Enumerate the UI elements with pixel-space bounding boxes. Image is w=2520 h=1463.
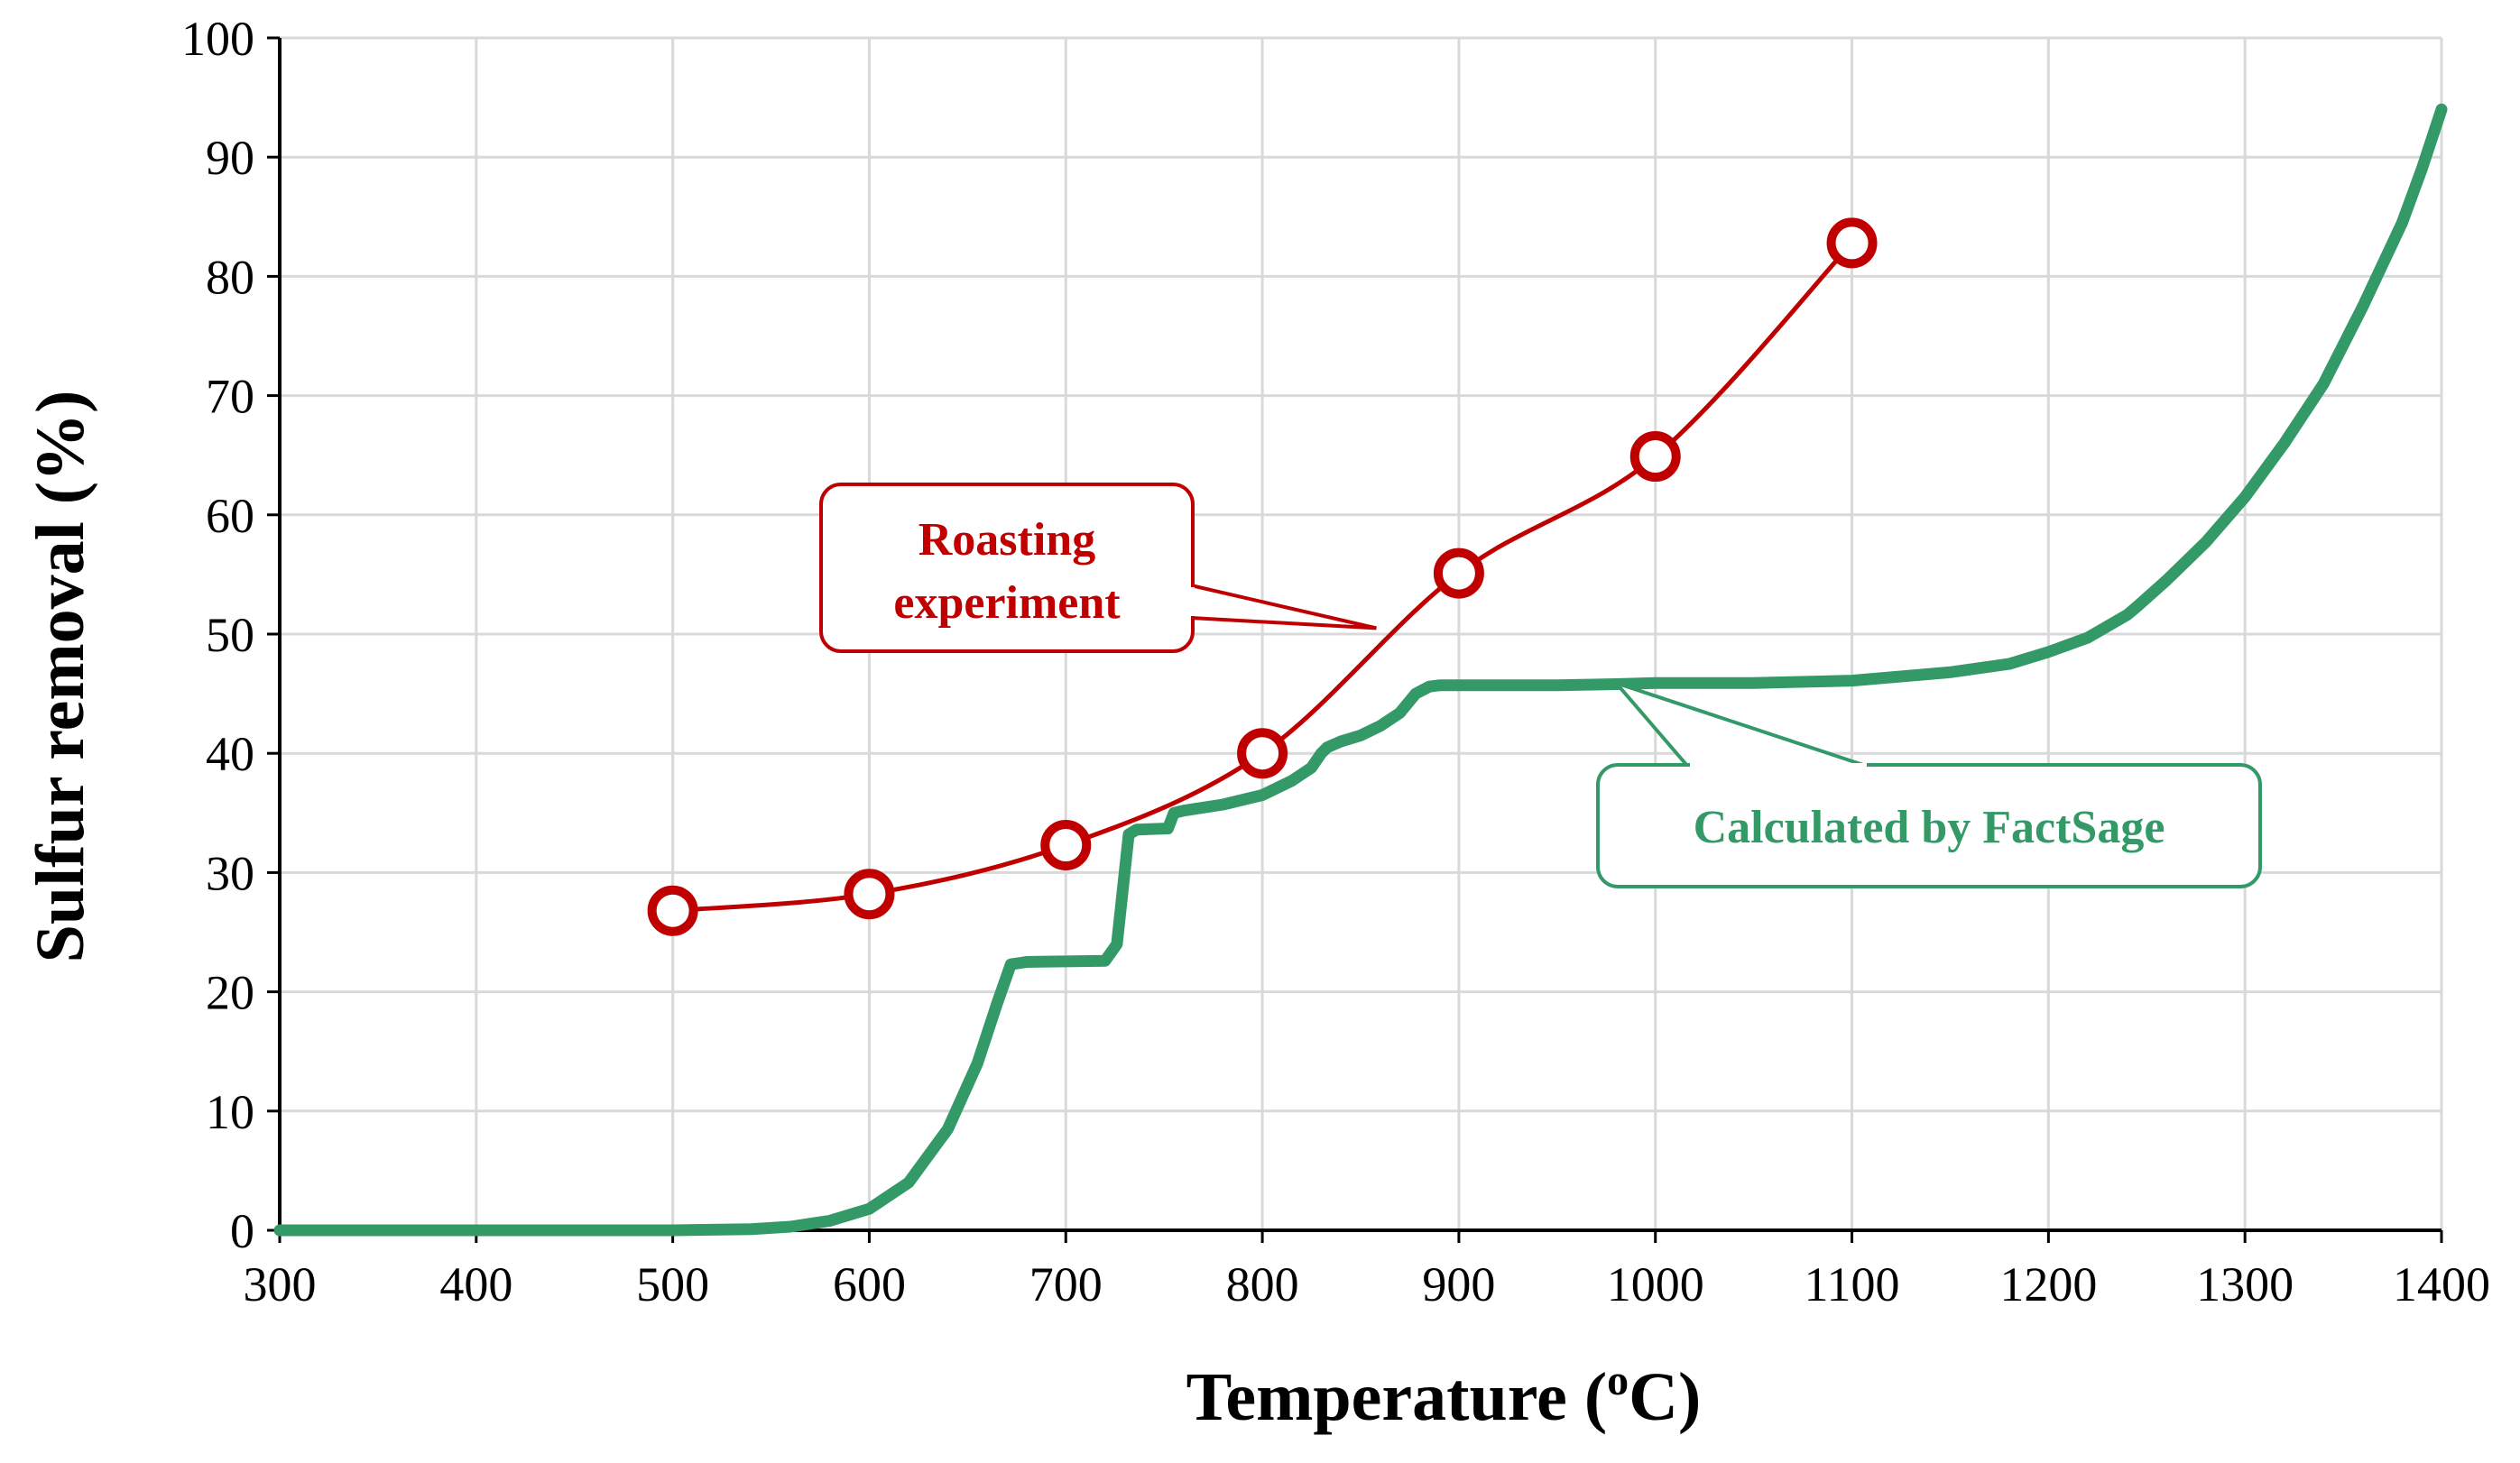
y-tick-label: 90 [206,131,254,185]
y-tick-label: 10 [206,1085,254,1139]
experiment-data-point [1629,431,1681,483]
y-axis-title: Sulfur removal (%) [23,391,98,963]
series-layer [273,103,2448,1237]
x-tick-label: 800 [1226,1257,1299,1311]
experiment-data-point [844,869,895,920]
experiment-data-point [647,885,698,936]
experiment-callout-joint [1186,587,1195,616]
x-tick-label: 400 [439,1257,512,1311]
experiment-callout-label: Roasting [918,514,1095,566]
y-tick-label: 80 [206,250,254,304]
experiment-callout-label: experiment [893,577,1121,629]
experiment-data-point [1237,728,1288,779]
y-tick-label: 20 [206,966,254,1020]
experiment-data-point [1433,547,1484,599]
axes: 300 400 500 600 700 800 900 1000 1100 1200 1300 140… [181,12,2490,1311]
y-tick-label: 50 [206,608,254,662]
experiment-data-point [1040,819,1092,870]
x-axis-title-unit: C) [1629,1359,1701,1435]
x-tick-label: 1300 [2196,1257,2294,1311]
x-tick-label: 1100 [1805,1257,1900,1311]
factsage-series-line [273,103,2448,1237]
y-tick-label: 30 [206,846,254,900]
factsage-callout-joint [1690,763,1867,772]
y-tick-label: 60 [206,489,254,543]
experiment-callout-pointer [1190,584,1377,630]
experiment-callout-box [819,483,1195,653]
x-tick-label: 500 [636,1257,709,1311]
y-tick-label: 0 [230,1204,254,1258]
experiment-data-point [1826,217,1878,269]
x-tick-label: 1200 [1999,1257,2097,1311]
x-tick-label: 1400 [2393,1257,2490,1311]
factsage-callout-box [1596,763,2262,888]
x-tick-label: 1000 [1607,1257,1704,1311]
factsage-callout-pointer [1610,679,1869,768]
y-tick-label: 40 [206,727,254,781]
y-tick-label: 70 [206,370,254,424]
x-tick-label: 600 [833,1257,906,1311]
x-axis-title: Temperature (oC) [1186,1357,1702,1435]
x-tick-label: 300 [244,1257,317,1311]
x-tick-label: 700 [1029,1257,1103,1311]
x-axis-title-superscript: o [1607,1357,1629,1404]
axis-titles: Temperature (oC) Sulfur removal (%) [23,391,1701,1435]
y-tick-label: 100 [181,12,254,66]
callouts: Roasting experiment Calculated by FactSage [819,483,2262,888]
x-axis-title-text: Temperature ( [1186,1359,1607,1435]
factsage-callout-label: Calculated by FactSage [1694,802,2165,853]
x-tick-label: 900 [1422,1257,1495,1311]
